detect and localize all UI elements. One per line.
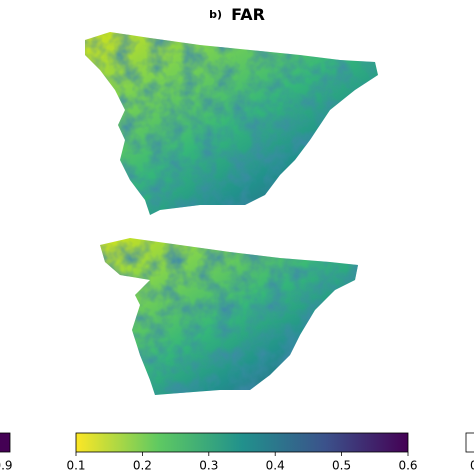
colorbar-tick-label: 0.1 — [66, 459, 85, 473]
colorbar-tick-label: 0.5 — [332, 459, 351, 473]
panel-label: b) — [209, 8, 222, 21]
colorbar-tick-label: 0.3 — [199, 459, 218, 473]
left-colorbar-fragment — [0, 432, 11, 453]
right-colorbar-tick-label: 0 — [470, 459, 474, 473]
map-top — [85, 32, 378, 215]
colorbar — [75, 432, 409, 453]
map-bottom — [100, 238, 358, 395]
right-colorbar-fragment — [465, 432, 474, 453]
colorbar-tick-label: 0.4 — [266, 459, 285, 473]
colorbar-tick-label: 0.6 — [398, 459, 417, 473]
title: b) FAR — [209, 5, 265, 24]
title-text: FAR — [231, 5, 265, 24]
colorbar-tick-label: 0.2 — [133, 459, 152, 473]
left-colorbar-tick-label: 0.9 — [0, 459, 13, 473]
